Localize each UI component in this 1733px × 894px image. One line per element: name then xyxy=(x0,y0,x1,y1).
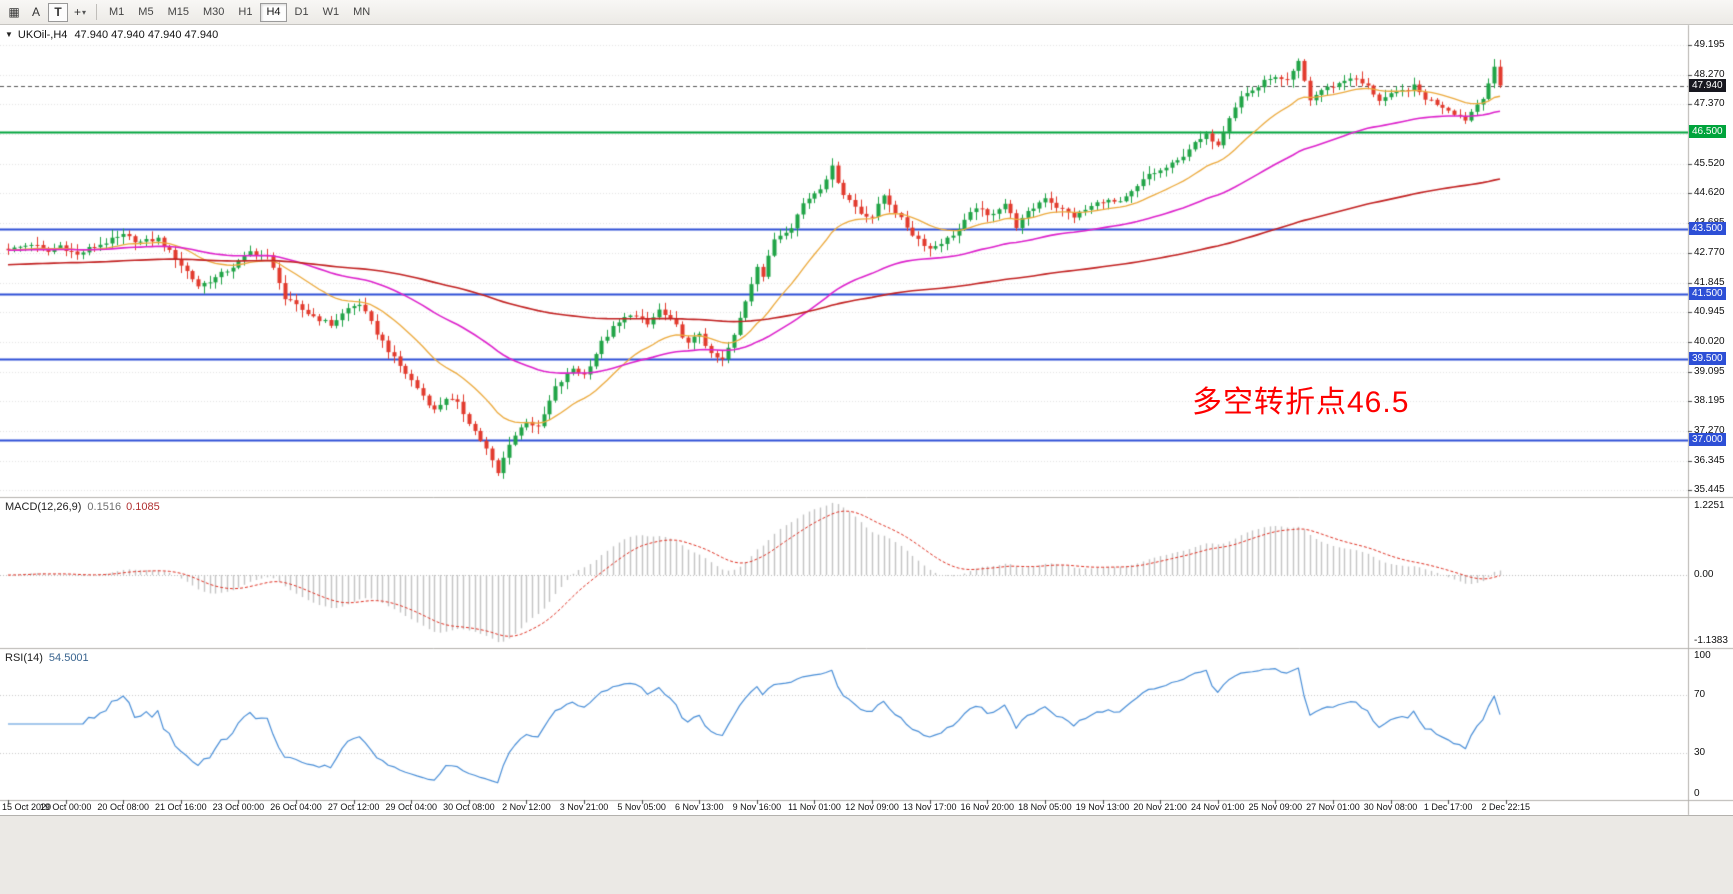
price-badge: 47.940 xyxy=(1689,78,1726,92)
timeframe-button-m30[interactable]: M30 xyxy=(197,3,230,22)
timeframe-button-w1[interactable]: W1 xyxy=(317,3,346,22)
time-axis-label: 2 Dec 22:15 xyxy=(1481,802,1531,812)
price-axis-label: 42.770 xyxy=(1694,246,1725,258)
price-badge: 41.500 xyxy=(1689,287,1726,301)
rsi-axis-label: 100 xyxy=(1694,650,1711,661)
time-axis-label: 21 Oct 16:00 xyxy=(155,802,207,812)
timeframe-button-m15[interactable]: M15 xyxy=(162,3,195,22)
timeframe-button-d1[interactable]: D1 xyxy=(289,3,315,22)
font-tool-button[interactable]: A xyxy=(26,3,46,22)
chevron-down-icon: ▾ xyxy=(82,7,87,17)
macd-main-value: 0.1516 xyxy=(87,501,122,513)
chart-grid-icon[interactable]: ▦ xyxy=(4,3,24,22)
toolbar-separator xyxy=(96,4,97,20)
symbol-name: UKOil-,H4 xyxy=(17,29,68,41)
price-axis-label: 47.370 xyxy=(1694,97,1725,109)
time-axis-label: 18 Nov 05:00 xyxy=(1018,802,1072,812)
price-axis-label: 36.345 xyxy=(1694,454,1725,466)
time-axis-label: 19 Oct 00:00 xyxy=(39,802,92,812)
time-axis-label: 23 Oct 00:00 xyxy=(212,802,265,812)
time-axis-label: 27 Nov 01:00 xyxy=(1306,802,1360,812)
timeframe-button-mn[interactable]: MN xyxy=(347,3,376,22)
macd-signal-value: 0.1085 xyxy=(126,501,160,513)
rsi-indicator-label: RSI(14) 54.5001 xyxy=(5,652,89,664)
macd-indicator-label: MACD(12,26,9) 0.1516 0.1085 xyxy=(5,501,160,513)
crosshair-tool-button[interactable]: + ▾ xyxy=(70,3,90,22)
time-axis-label: 25 Nov 09:00 xyxy=(1248,802,1303,812)
time-axis-label: 9 Nov 16:00 xyxy=(732,802,782,812)
timeframe-button-m1[interactable]: M1 xyxy=(103,3,130,22)
price-axis-label: 48.270 xyxy=(1694,68,1725,80)
price-axis-label: 37.270 xyxy=(1694,424,1725,436)
time-axis-label: 11 Nov 01:00 xyxy=(788,802,841,812)
macd-axis-label: 1.2251 xyxy=(1694,500,1725,511)
time-axis-label: 19 Nov 13:00 xyxy=(1075,802,1130,812)
time-axis-label: 20 Oct 08:00 xyxy=(97,802,149,812)
time-axis-label: 3 Nov 21:00 xyxy=(559,802,609,812)
timeframe-button-h1[interactable]: H1 xyxy=(232,3,258,22)
time-axis-label: 1 Dec 17:00 xyxy=(1423,802,1473,812)
time-axis-label: 2 Nov 12:00 xyxy=(502,802,551,812)
price-badge: 46.500 xyxy=(1689,125,1726,139)
toolbar: ▦ A T + ▾ M1 M5 M15 M30 H1 H4 D1 W1 MN xyxy=(0,0,1733,25)
price-axis-label: 35.445 xyxy=(1694,484,1725,496)
time-axis-label: 30 Oct 08:00 xyxy=(443,802,495,812)
time-axis-label: 20 Nov 21:00 xyxy=(1133,802,1187,812)
price-axis-label: 41.845 xyxy=(1694,276,1725,288)
time-axis-label: 13 Nov 17:00 xyxy=(902,802,957,812)
timeframe-button-h4[interactable]: H4 xyxy=(260,2,287,22)
time-axis-label: 24 Nov 01:00 xyxy=(1190,802,1245,812)
time-axis-label: 27 Oct 12:00 xyxy=(327,802,380,812)
rsi-name: RSI(14) xyxy=(5,652,43,664)
price-badge: 39.500 xyxy=(1689,351,1726,365)
crosshair-icon: + xyxy=(73,5,81,19)
time-axis-label: 6 Nov 13:00 xyxy=(674,802,724,812)
time-axis-label: 12 Nov 09:00 xyxy=(845,802,899,812)
macd-axis-label: -1.1383 xyxy=(1694,635,1728,646)
rsi-axis-label: 70 xyxy=(1694,689,1706,701)
text-tool-button[interactable]: T xyxy=(48,2,68,22)
price-badge: 43.500 xyxy=(1689,222,1726,236)
price-axis-label: 38.195 xyxy=(1694,395,1725,406)
time-axis-label: 16 Nov 20:00 xyxy=(960,802,1015,812)
timeframe-button-m5[interactable]: M5 xyxy=(132,3,159,22)
macd-axis-label: 0.00 xyxy=(1694,569,1714,581)
price-axis-label: 49.195 xyxy=(1694,38,1725,50)
rsi-axis-label: 30 xyxy=(1694,746,1706,758)
status-bar-area xyxy=(0,815,1733,894)
macd-name: MACD(12,26,9) xyxy=(5,501,82,513)
time-axis-label: 15 Oct 2020 xyxy=(2,802,52,812)
price-axis-label: 45.520 xyxy=(1694,157,1725,169)
chart-annotation-text[interactable]: 多空转折点46.5 xyxy=(1192,386,1410,419)
price-axis-label: 40.945 xyxy=(1694,305,1725,317)
rsi-axis-label: 0 xyxy=(1694,788,1700,799)
price-axis-label: 44.620 xyxy=(1694,187,1725,199)
rsi-value: 54.5001 xyxy=(48,652,89,664)
price-badge: 37.000 xyxy=(1689,432,1726,446)
time-axis-label: 5 Nov 05:00 xyxy=(617,802,666,812)
ohlc-values: 47.940 47.940 47.940 47.940 xyxy=(74,29,219,41)
price-axis-label: 39.095 xyxy=(1694,365,1725,377)
price-axis-label: 40.020 xyxy=(1694,335,1725,347)
symbol-marker-icon: ▼ xyxy=(5,30,13,39)
time-axis-label: 26 Oct 04:00 xyxy=(270,802,322,812)
time-axis-label: 29 Oct 04:00 xyxy=(385,802,438,812)
symbol-ohlc-line: ▼ UKOil-,H4 47.940 47.940 47.940 47.940 xyxy=(5,29,218,41)
time-axis-label: 30 Nov 08:00 xyxy=(1363,802,1418,812)
